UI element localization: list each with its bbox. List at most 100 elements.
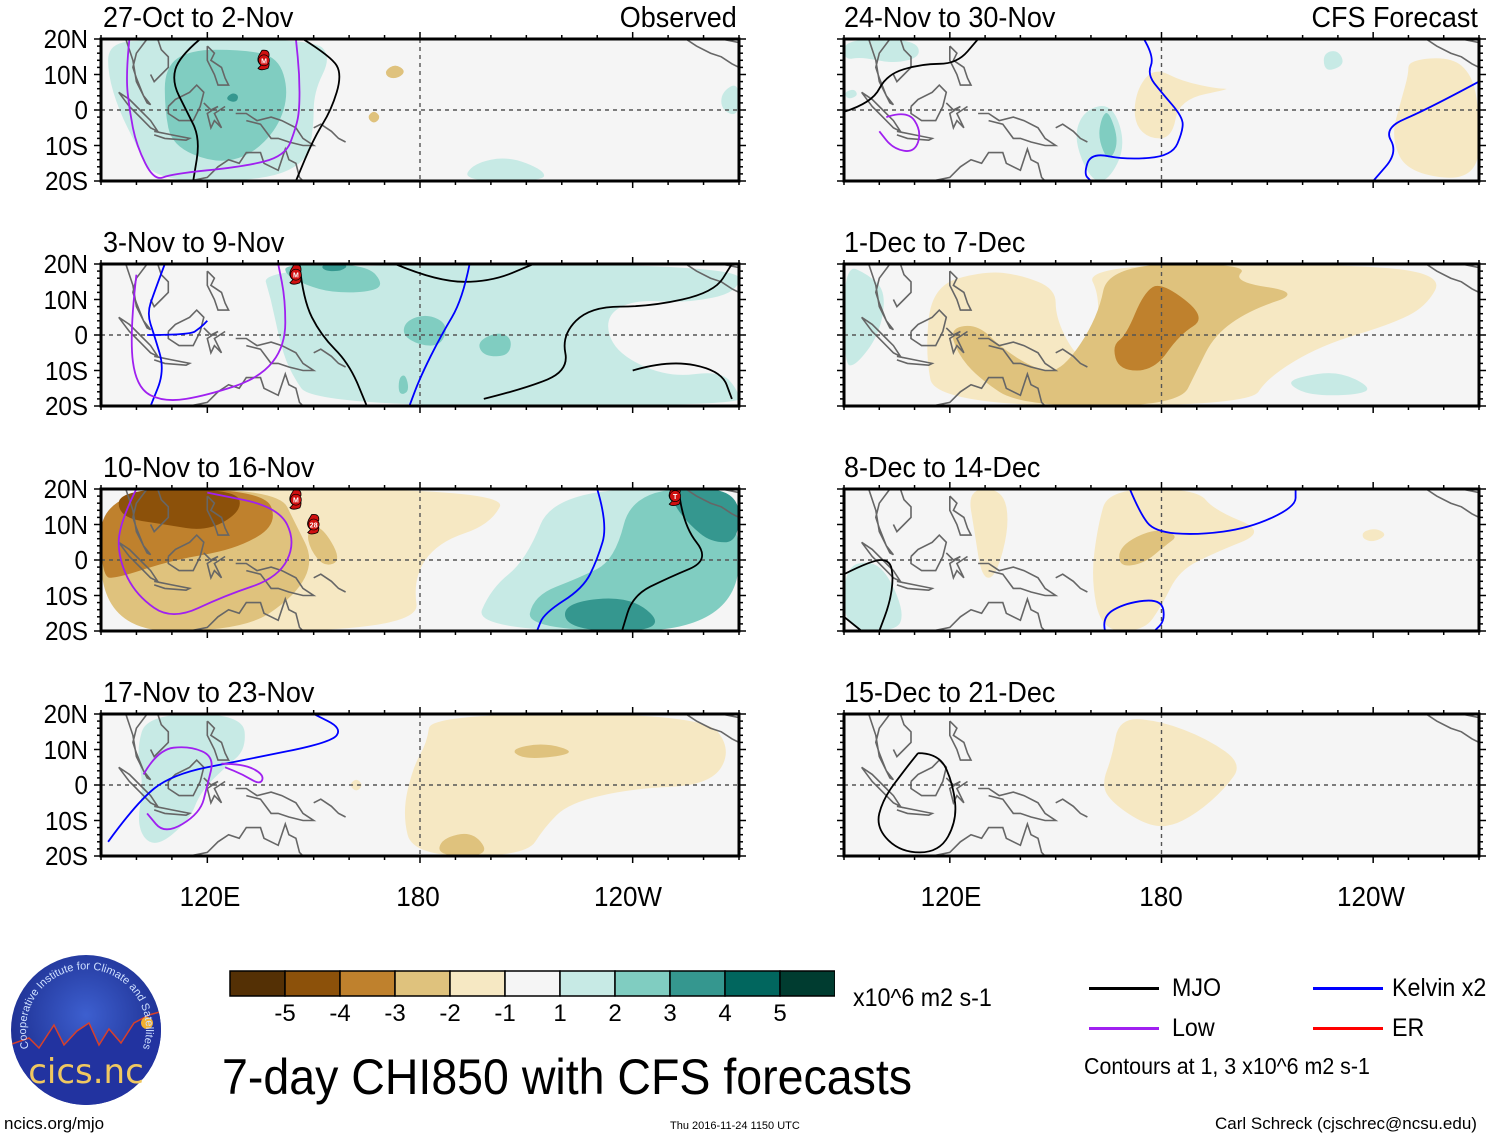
footer-url[interactable]: ncics.org/mjo	[4, 1114, 105, 1133]
coastline	[235, 787, 317, 822]
y-tick-label: 20N	[43, 474, 88, 504]
anomaly-region-neg2	[514, 744, 569, 758]
coastline	[313, 123, 346, 143]
coastline	[892, 714, 912, 758]
coastline	[896, 355, 935, 367]
anomaly-region-pos2	[1099, 112, 1117, 158]
panel-title: 27-Oct to 2-Nov	[103, 2, 294, 34]
contour-kelvin-x2	[107, 714, 340, 843]
sun-icon	[141, 1017, 153, 1029]
anomaly-region-pos1	[845, 89, 857, 99]
legend-line-mjo	[1089, 987, 1159, 990]
anomaly-region-pos3	[322, 264, 347, 272]
anomaly-region-pos2	[403, 315, 446, 346]
coastline	[949, 270, 973, 311]
contour-low	[117, 489, 293, 615]
coastline	[203, 327, 226, 356]
coastline	[1425, 264, 1479, 294]
column-tag-observed: Observed	[620, 2, 737, 34]
colorbar-swatch	[229, 970, 286, 997]
contour-mjo	[844, 559, 894, 631]
y-tick-label: 0	[74, 545, 88, 575]
coastline	[931, 596, 1047, 631]
anomaly-region-neg1	[1362, 529, 1385, 542]
coastline	[910, 308, 948, 347]
coastline	[978, 112, 1059, 147]
coastline	[867, 264, 895, 331]
coastline	[167, 533, 205, 572]
y-tick-label: 10S	[44, 355, 88, 386]
anomaly-region-pos3	[671, 489, 739, 543]
x-tick-label: 120W	[1336, 881, 1406, 912]
tropical-storm-icon: M	[289, 489, 302, 510]
map-panel-fcst-1	[837, 32, 1486, 188]
anomaly-region-pos2	[164, 49, 287, 161]
coastline	[910, 533, 948, 572]
coastline	[896, 130, 935, 142]
contour-mjo	[844, 616, 863, 631]
colorbar-tick-label: -1	[494, 1000, 516, 1027]
map-panel-obs-2: M	[94, 257, 746, 413]
coastline	[867, 714, 895, 781]
colorbar-tick-label: 3	[663, 1000, 677, 1027]
legend-label-low: Low	[1172, 1014, 1215, 1042]
y-tick-label: 20S	[44, 166, 88, 196]
coastline	[685, 489, 739, 519]
y-tick-label: 20S	[44, 616, 88, 646]
colorbar-tick-label: 4	[718, 1000, 732, 1027]
coastline	[313, 573, 346, 593]
coastline	[896, 580, 935, 592]
coastline	[949, 495, 973, 536]
coastline	[1425, 39, 1479, 69]
anomaly-region-pos1	[844, 562, 902, 631]
anomaly-region-pos3	[564, 598, 656, 631]
x-tick-label: 120E	[179, 881, 241, 912]
y-tick-label: 10S	[44, 580, 88, 611]
coastline	[685, 714, 739, 744]
contour-low	[126, 39, 301, 179]
legend-line-low	[1089, 1027, 1159, 1030]
panel-title: 8-Dec to 14-Dec	[844, 452, 1041, 484]
colorbar-tick-label: -3	[384, 1000, 406, 1027]
colorbar-swatch	[614, 970, 671, 997]
y-tick-label: 20S	[44, 391, 88, 421]
y-tick-label: 20N	[43, 249, 88, 279]
coastline	[945, 777, 968, 806]
coastline	[188, 146, 305, 181]
anomaly-region-neg1	[350, 779, 362, 791]
coastline	[1425, 489, 1479, 519]
contour-mjo	[844, 39, 979, 113]
legend-label-er: ER	[1392, 1014, 1425, 1042]
anomaly-region-neg1	[1104, 719, 1237, 827]
x-tick-label: 120E	[920, 881, 982, 912]
y-tick-label: 10N	[43, 509, 88, 540]
contour-kelvin-x2	[536, 489, 606, 631]
coastline	[313, 798, 346, 818]
coastline	[203, 777, 226, 806]
storm-label: M	[261, 58, 267, 65]
coastline	[685, 264, 739, 294]
coastline	[188, 371, 305, 406]
coastline	[892, 489, 912, 533]
contour-note: Contours at 1, 3 x10^6 m2 s-1	[1084, 1053, 1370, 1079]
anomaly-region-pos1	[721, 85, 739, 115]
coastline	[235, 112, 317, 147]
y-tick-label: 20N	[43, 24, 88, 54]
footer-timestamp: Thu 2016-11-24 1150 UTC	[670, 1120, 800, 1132]
coastline	[235, 562, 317, 597]
anomaly-region-neg3	[1114, 285, 1199, 371]
colorbar-swatch	[559, 970, 616, 997]
anomaly-region-neg2	[385, 65, 404, 79]
legend-line-kelvin	[1313, 987, 1383, 990]
coastline	[203, 552, 226, 581]
anomaly-region-neg1	[970, 489, 1008, 578]
anomaly-region-pos1	[467, 158, 545, 181]
panel-title: 24-Nov to 30-Nov	[844, 2, 1056, 34]
contour-mjo	[621, 489, 704, 631]
coastline	[1425, 714, 1479, 744]
anomaly-region-pos1	[1291, 373, 1368, 396]
colorbar-swatch	[449, 970, 506, 997]
coastline	[945, 327, 968, 356]
coastline	[910, 758, 948, 797]
coastline	[1055, 798, 1088, 818]
